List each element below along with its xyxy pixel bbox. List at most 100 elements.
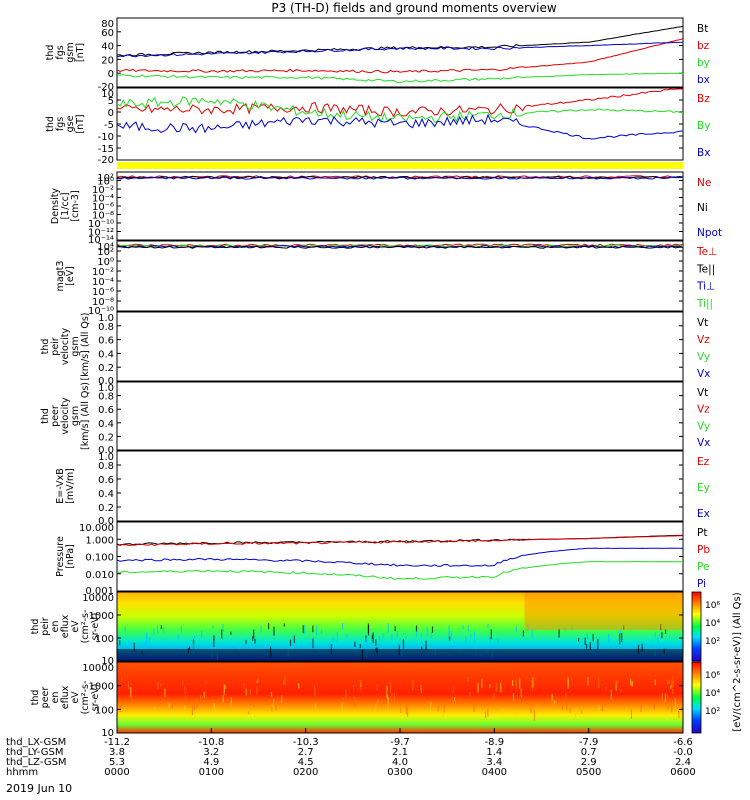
y-tick-label: 0.2	[98, 432, 114, 443]
spec-streak	[615, 680, 617, 685]
footer-value: -0.0	[673, 747, 693, 758]
series-pressure-Pe	[116, 561, 684, 580]
spec-streak	[487, 709, 489, 717]
spec-streak	[475, 646, 477, 651]
panel-frame	[116, 171, 684, 241]
spec-streak	[477, 683, 479, 693]
spec-streak	[516, 710, 518, 716]
footer-value: 0300	[387, 767, 412, 778]
y-axis-label-line: gse	[65, 115, 76, 132]
ion-spec-noise-band	[117, 649, 683, 661]
spec-streak	[266, 643, 268, 648]
spec-streak	[149, 636, 151, 645]
ion-spec-hot-region	[524, 592, 683, 630]
spec-streak	[249, 689, 251, 695]
spec-streak	[587, 677, 589, 686]
legend-Vz: Vz	[697, 404, 710, 416]
y-axis-label-line: [nT]	[75, 43, 86, 62]
y-axis-label-line: sr-eV)	[90, 684, 101, 712]
spec-streak	[271, 706, 273, 712]
spec-streak	[620, 689, 622, 693]
spec-streak	[273, 698, 275, 710]
spec-streak	[574, 708, 577, 720]
legend-Ez: Ez	[697, 456, 710, 468]
spec-streak	[133, 642, 135, 652]
spec-streak	[130, 687, 132, 697]
spec-streak	[391, 634, 393, 642]
spec-streak	[377, 699, 379, 704]
footer-value: 0000	[104, 767, 129, 778]
spec-streak	[157, 681, 159, 689]
spec-streak	[130, 642, 132, 652]
spec-streak	[467, 677, 469, 682]
spec-streak	[380, 644, 382, 650]
y-tick-label: 40	[101, 42, 114, 53]
spec-streak	[430, 632, 433, 638]
y-axis-label-line: en	[50, 692, 61, 704]
y-axis-label-line: thd	[45, 116, 56, 132]
spec-streak	[171, 704, 173, 709]
series-pressure-Pb	[116, 535, 684, 547]
y-tick-label: 0.6	[98, 405, 114, 416]
y-tick-label: 0.6	[98, 475, 114, 486]
y-axis-label-line: gsm	[70, 336, 81, 356]
spec-streak	[431, 626, 434, 633]
y-tick-label: 10⁴	[97, 242, 114, 253]
spec-streak	[332, 637, 334, 643]
spec-streak	[586, 632, 589, 639]
y-axis-label-line: [km/s] (All Qs)	[80, 382, 91, 450]
spec-streak	[618, 699, 620, 705]
spec-streak	[421, 646, 423, 651]
spec-streak	[630, 678, 632, 686]
spec-streak	[678, 710, 680, 718]
spec-streak	[205, 679, 207, 684]
spec-streak	[448, 625, 450, 637]
footer-value: -9.7	[390, 737, 410, 748]
spec-streak	[551, 693, 553, 702]
spec-streak	[127, 640, 130, 644]
spec-streak	[481, 679, 483, 688]
y-tick-label: 10⁰	[97, 257, 114, 268]
spec-streak	[654, 631, 656, 638]
footer-value: 4.5	[298, 757, 314, 768]
series-group	[116, 26, 684, 580]
spec-streak	[406, 707, 409, 717]
y-tick-label: 10	[101, 89, 114, 100]
legend-Te||: Te||	[696, 263, 715, 275]
spec-streak	[465, 635, 467, 646]
spec-streak	[664, 693, 667, 703]
footer-value: 0600	[670, 767, 695, 778]
spec-streak	[189, 646, 191, 650]
spec-streak	[375, 703, 377, 715]
panel-ele-spec: 10000 1000 100 10 thd peer en eflux eV (cm²-s-sr-…	[30, 661, 684, 739]
spec-streak	[569, 707, 571, 713]
spec-streak	[458, 644, 460, 653]
spec-streak	[154, 707, 156, 714]
legend-By: By	[697, 120, 710, 132]
panel-efield: 1.00.8 0.6 0.4 0.2 0.0 E=-VxB [mV/m] Ez Ey Ex	[55, 450, 710, 527]
y-tick-label: 60	[101, 28, 114, 39]
y-tick-label: 10⁻⁸	[92, 211, 114, 222]
spec-streak	[515, 679, 517, 690]
spec-streak	[293, 635, 295, 643]
spec-streak	[586, 644, 588, 649]
colorbar-strip	[691, 591, 702, 662]
spec-streak	[117, 635, 119, 639]
y-axis-label: thd fgs gsm [nT]	[45, 42, 86, 62]
spec-streak	[670, 685, 672, 690]
spec-streak	[615, 681, 617, 691]
spec-streak	[221, 629, 223, 639]
y-tick-label: -5	[104, 120, 114, 131]
spec-streak	[273, 626, 275, 636]
spec-streak	[462, 625, 464, 630]
spec-streak	[253, 700, 255, 708]
spec-streak	[400, 707, 402, 713]
y-axis-label-line: fgs	[55, 117, 66, 131]
spec-streak	[389, 682, 392, 693]
footer-value: -6.6	[673, 737, 693, 748]
spec-streak	[598, 704, 600, 715]
y-axis-label: Pressure [nPa]	[55, 536, 76, 577]
series-fgs-gsm-Bt	[116, 26, 684, 57]
